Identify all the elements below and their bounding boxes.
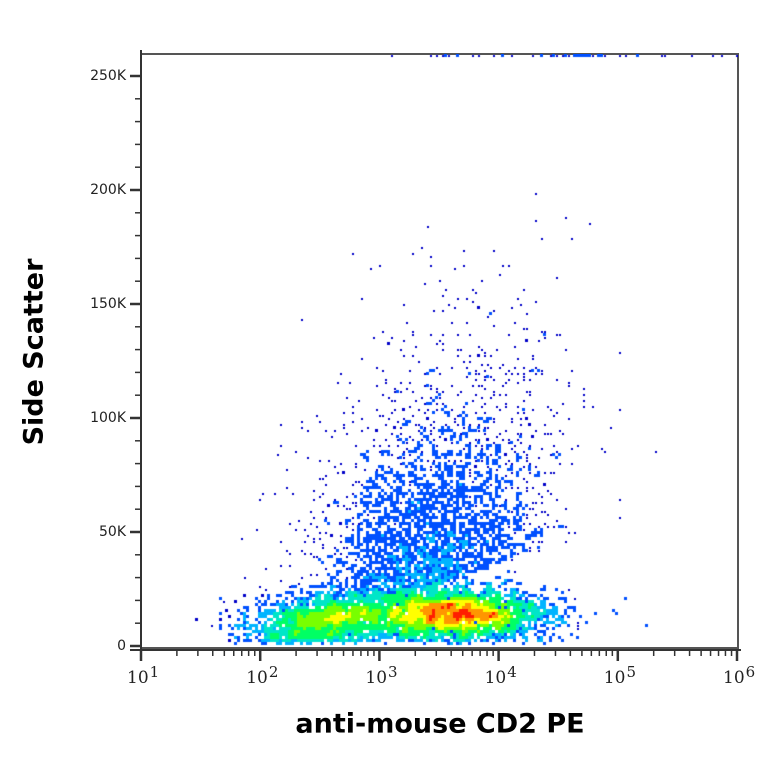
y-tick-label-200k: 200K	[90, 182, 126, 198]
x-tick-label-10-4: 104	[484, 663, 517, 688]
y-tick-label-250k: 250K	[90, 68, 126, 84]
x-tick-label-10-2: 102	[246, 663, 279, 688]
density-dot-plot	[141, 54, 738, 648]
y-tick-label-0: 0	[117, 638, 126, 654]
y-tick-label-50k: 50K	[99, 524, 126, 540]
x-tick-label-10-3: 103	[365, 663, 398, 688]
x-axis-title: anti-mouse CD2 PE	[295, 708, 585, 740]
y-tick-label-100k: 100K	[90, 410, 126, 426]
y-axis-title: Side Scatter	[18, 258, 50, 446]
x-tick-label-10-5: 105	[603, 663, 636, 688]
y-tick-label-150k: 150K	[90, 296, 126, 312]
x-tick-label-10-6: 106	[723, 663, 756, 688]
x-tick-label-10-1: 101	[127, 663, 160, 688]
